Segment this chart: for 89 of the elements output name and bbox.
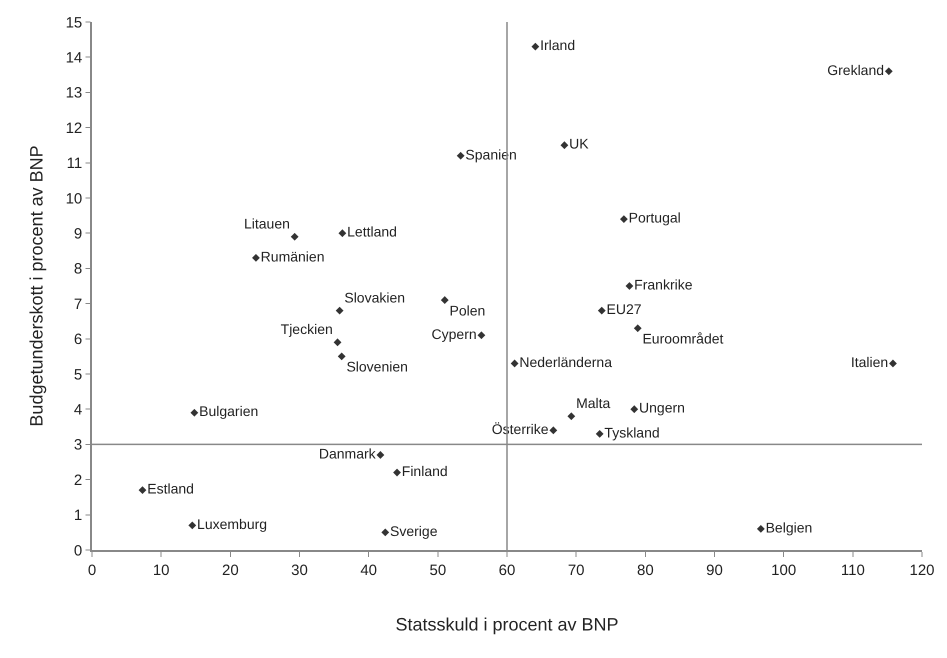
series-label: Danmark (318, 445, 377, 462)
x-tick-label: 110 (840, 562, 865, 579)
point (138, 486, 146, 494)
series-label: Portugal (628, 210, 681, 226)
x-tick-label: 50 (429, 562, 446, 579)
y-tick-label: 11 (66, 155, 82, 172)
series-label: Tjeckien (280, 321, 333, 338)
x-tick-label: 90 (706, 562, 723, 579)
y-tick-label: 0 (74, 542, 82, 560)
y-axis-title: Budgetunderskott i procent av BNP (26, 145, 46, 427)
y-tick-label: 6 (74, 331, 82, 348)
point (598, 306, 606, 315)
y-tick-label: 9 (74, 225, 82, 242)
y-tick-label: 10 (66, 190, 82, 208)
series-label: Spanien (465, 146, 517, 162)
point (549, 426, 558, 434)
series-label: Sverige (390, 522, 438, 539)
x-tick-label: 60 (498, 562, 516, 579)
series-label: Rumänien (260, 248, 325, 264)
point (620, 215, 628, 224)
y-tick-label: 7 (74, 296, 82, 313)
series-label: UK (569, 136, 590, 152)
x-tick-label: 40 (360, 562, 378, 579)
point (634, 324, 642, 332)
point (756, 524, 765, 533)
series-label: Finland (402, 463, 448, 480)
series-label: Estland (147, 480, 194, 497)
point (190, 408, 198, 417)
series-label: Österrike (492, 420, 549, 437)
x-tick-label: 80 (636, 562, 654, 579)
point (393, 468, 401, 476)
point (889, 360, 897, 368)
y-tick-label: 12 (66, 120, 82, 137)
point (338, 229, 346, 238)
x-axis-title: Statsskuld i procent av BNP (395, 614, 619, 634)
series-label: Irland (540, 37, 576, 54)
series-label: Ungern (639, 400, 685, 416)
series-label: Nederländerna (519, 354, 612, 370)
y-tick-label: 2 (74, 472, 82, 489)
point (567, 412, 576, 420)
point (456, 152, 465, 160)
y-tick-label: 1 (74, 507, 82, 524)
point (376, 451, 384, 459)
point (630, 405, 638, 414)
series-label: Luxemburg (197, 516, 268, 532)
series-label: Cypern (432, 326, 477, 342)
x-tick-label: 10 (152, 562, 170, 579)
x-tick-label: 0 (88, 562, 96, 579)
point (510, 360, 519, 368)
y-tick-label: 15 (66, 14, 82, 32)
point (440, 296, 449, 304)
series-label: Italien (850, 354, 888, 370)
point (531, 42, 540, 51)
series-label: Slovenien (346, 358, 408, 375)
point (626, 282, 634, 290)
x-tick-label: 100 (771, 562, 796, 579)
series-label: Lettland (347, 224, 397, 240)
y-tick-label: 14 (66, 49, 82, 66)
series-label: Grekland (827, 62, 884, 78)
point (381, 528, 390, 536)
x-tick-label: 30 (291, 562, 308, 579)
series-label: Frankrike (634, 276, 693, 292)
series-label: Litauen (244, 215, 290, 232)
series-label: Tyskland (604, 424, 660, 440)
point (884, 67, 893, 76)
y-tick-label: 3 (74, 436, 82, 454)
series-label: Bulgarien (199, 403, 258, 420)
point (252, 254, 260, 262)
series-label: Belgien (766, 519, 812, 536)
series-label: EU27 (606, 301, 642, 318)
point (596, 430, 604, 438)
point (478, 331, 486, 340)
series-label: Malta (576, 394, 611, 411)
point (560, 141, 568, 150)
x-tick-label: 20 (222, 562, 239, 579)
series-label: Euroområdet (642, 330, 724, 346)
point (334, 338, 342, 346)
series-label: Polen (450, 302, 486, 318)
y-tick-label: 5 (74, 366, 82, 384)
y-tick-label: 4 (74, 401, 82, 418)
x-tick-label: 120 (909, 562, 935, 579)
point (336, 306, 344, 315)
point (338, 352, 346, 360)
point (188, 521, 196, 530)
series-label: Slovakien (344, 289, 406, 306)
x-tick-label: 70 (568, 562, 585, 579)
y-tick-label: 13 (66, 84, 82, 102)
point (290, 232, 299, 241)
y-tick-label: 8 (74, 260, 82, 278)
